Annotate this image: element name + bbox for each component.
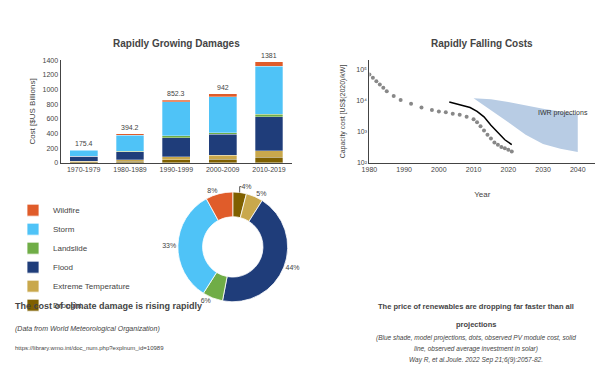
svg-text:https://library.wmo.int/doc_nu: https://library.wmo.int/doc_num.php?expl… — [15, 345, 164, 351]
svg-text:1381: 1381 — [261, 52, 277, 59]
svg-text:2020: 2020 — [501, 166, 517, 173]
svg-text:600: 600 — [46, 115, 58, 122]
svg-text:Way R, et al.Joule. 2022 Sep 2: Way R, et al.Joule. 2022 Sep 21;6(9):205… — [409, 356, 543, 364]
svg-text:200: 200 — [46, 145, 58, 152]
svg-text:1980-1989: 1980-1989 — [113, 166, 147, 173]
svg-text:2010: 2010 — [466, 166, 482, 173]
svg-text:10²: 10² — [357, 159, 368, 166]
svg-text:800: 800 — [46, 101, 58, 108]
svg-text:1200: 1200 — [43, 71, 59, 78]
svg-text:Year: Year — [474, 190, 491, 199]
svg-text:1970-1979: 1970-1979 — [67, 166, 101, 173]
svg-text:10³: 10³ — [357, 128, 368, 135]
svg-text:Extreme Temperature: Extreme Temperature — [53, 282, 130, 291]
svg-text:Landslide: Landslide — [53, 244, 88, 253]
svg-text:852.3: 852.3 — [167, 90, 185, 97]
svg-text:394.2: 394.2 — [121, 124, 139, 131]
svg-text:(Blue shade, model projections: (Blue shade, model projections, dots, ob… — [376, 334, 576, 342]
svg-text:Rapidly Falling Costs: Rapidly Falling Costs — [431, 38, 533, 49]
svg-text:Wildfire: Wildfire — [53, 206, 80, 215]
svg-text:The price of renewables are dr: The price of renewables are dropping far… — [378, 302, 574, 311]
svg-text:0: 0 — [54, 159, 58, 166]
svg-text:942: 942 — [217, 84, 229, 91]
svg-text:2030: 2030 — [535, 166, 551, 173]
svg-text:10⁵: 10⁵ — [356, 66, 367, 73]
svg-text:10⁴: 10⁴ — [356, 97, 367, 104]
svg-text:Cost [$US Billions]: Cost [$US Billions] — [28, 78, 37, 144]
svg-text:1990-1999: 1990-1999 — [160, 166, 194, 173]
svg-text:2000-2009: 2000-2009 — [206, 166, 240, 173]
svg-text:2040: 2040 — [570, 166, 586, 173]
svg-text:Flood: Flood — [53, 263, 73, 272]
svg-text:6%: 6% — [201, 297, 211, 304]
svg-text:2000: 2000 — [431, 166, 447, 173]
svg-text:line, observed average investm: line, observed average investment in sol… — [414, 345, 538, 353]
svg-text:Drought: Drought — [53, 301, 82, 310]
svg-text:2010-2019: 2010-2019 — [252, 166, 286, 173]
svg-text:400: 400 — [46, 130, 58, 137]
svg-text:Storm: Storm — [53, 225, 75, 234]
svg-text:The cost of climate damage is: The cost of climate damage is rising rap… — [15, 301, 202, 311]
svg-text:1000: 1000 — [43, 86, 59, 93]
svg-text:(Data from World Meteorologica: (Data from World Meteorological Organiza… — [15, 325, 160, 333]
svg-text:1980: 1980 — [362, 166, 378, 173]
svg-text:Capacity cost [US$(2020)/kW]: Capacity cost [US$(2020)/kW] — [339, 65, 347, 159]
svg-text:IWR projections: IWR projections — [538, 109, 588, 117]
svg-text:33%: 33% — [162, 242, 176, 249]
svg-text:Rapidly Growing Damages: Rapidly Growing Damages — [113, 38, 240, 49]
svg-text:projections: projections — [456, 320, 496, 329]
svg-text:4%: 4% — [241, 183, 251, 190]
svg-text:5%: 5% — [256, 190, 266, 197]
svg-text:175.4: 175.4 — [75, 140, 93, 147]
svg-text:1990: 1990 — [396, 166, 412, 173]
svg-text:8%: 8% — [207, 187, 217, 194]
svg-text:44%: 44% — [286, 264, 300, 271]
svg-text:1400: 1400 — [43, 57, 59, 64]
